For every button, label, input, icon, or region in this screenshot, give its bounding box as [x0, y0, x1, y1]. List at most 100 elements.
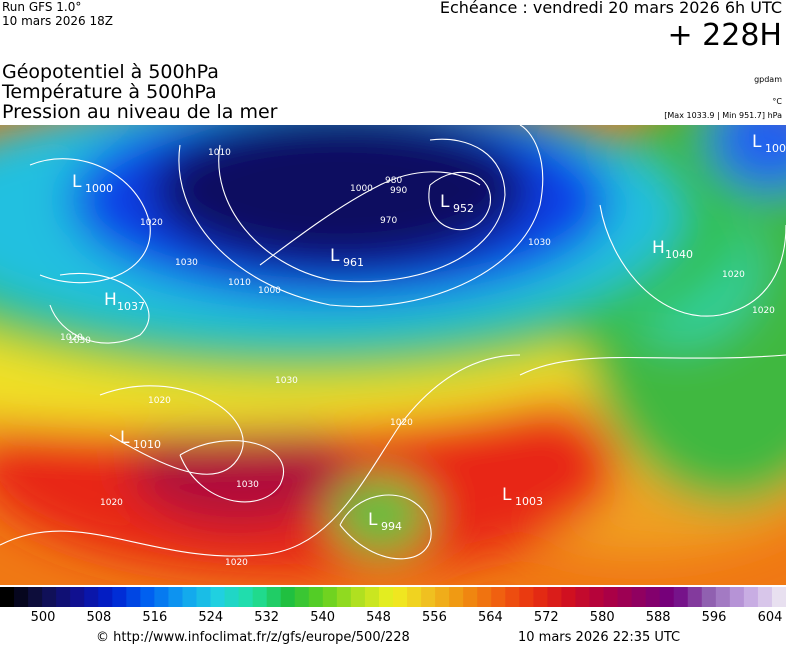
color-swatch	[771, 587, 786, 607]
isobar-label: 1000	[258, 286, 281, 296]
color-swatch	[56, 587, 71, 607]
color-scale-labels: 500 508 516 524 532 540 548 556 564 572 580 588 596 6…	[0, 610, 786, 628]
color-swatch	[98, 587, 113, 607]
isobar-label: 1020	[60, 333, 83, 343]
color-swatch	[617, 587, 633, 607]
color-scale-label: 500	[30, 610, 56, 625]
color-swatch	[757, 587, 773, 607]
color-scale-label: 548	[366, 610, 391, 625]
color-swatch	[196, 587, 212, 607]
center-letter: H	[104, 290, 117, 310]
color-swatch	[294, 587, 310, 607]
isobar-label: 1030	[528, 238, 551, 248]
isobar-label: 1030	[175, 258, 198, 268]
color-swatch	[715, 587, 731, 607]
center-value: 1040	[665, 248, 693, 261]
color-swatch	[407, 587, 422, 607]
generated-time: 10 mars 2026 22:35 UTC	[518, 630, 681, 645]
isobar-label: 990	[390, 186, 407, 196]
isobar-label: 1020	[722, 270, 745, 280]
isobar-label: 1020	[390, 418, 413, 428]
color-scale	[0, 587, 786, 607]
isobar-label: 1030	[68, 336, 91, 346]
color-swatch	[519, 587, 534, 607]
color-swatch	[280, 587, 296, 607]
color-swatch	[701, 587, 717, 607]
color-swatch	[743, 587, 759, 607]
center-letter: H	[652, 238, 665, 258]
title: Pression au niveau de la mer	[2, 101, 278, 123]
isobar-label: 980	[385, 176, 402, 186]
color-swatch	[14, 587, 29, 607]
color-swatch	[336, 587, 352, 607]
color-swatch	[547, 587, 562, 607]
color-scale-label: 540	[310, 610, 336, 625]
color-swatch	[463, 587, 478, 607]
color-swatch	[70, 587, 85, 607]
title: Géopotentiel à 500hPa	[2, 61, 219, 83]
color-swatch	[561, 587, 576, 607]
valid-time: Echéance : vendredi 20 mars 2026 6h UTC	[439, 0, 782, 17]
lead-time: + 228H	[667, 18, 783, 53]
isobar-label: 1020	[148, 396, 171, 406]
color-scale-label: 580	[589, 610, 615, 625]
color-scale-label: 572	[533, 610, 559, 625]
color-scale-label: 556	[422, 610, 447, 625]
isobar-label: 1030	[275, 376, 298, 386]
color-swatch	[350, 587, 366, 607]
title: Température à 500hPa	[2, 81, 217, 103]
color-swatch	[378, 587, 394, 607]
color-swatch	[0, 587, 15, 607]
center-letter: L	[440, 192, 450, 212]
color-swatch	[687, 587, 703, 607]
source: © http://www.infoclimat.fr/z/gfs/europe/…	[96, 630, 410, 645]
unit: [Max 1033.9 | Min 951.7] hPa	[664, 111, 782, 120]
center-value: 994	[381, 520, 402, 533]
color-swatch	[266, 587, 282, 607]
color-scale-label: 588	[645, 610, 671, 625]
isobar-label: 1030	[236, 480, 259, 490]
color-scale-label: 604	[757, 610, 783, 625]
isobar-label: 970	[380, 216, 397, 226]
color-swatch	[154, 587, 169, 607]
isobars	[0, 125, 786, 560]
color-scale-label: 564	[477, 610, 503, 625]
color-swatch	[112, 587, 127, 607]
center-letter: L	[120, 428, 130, 448]
center-value: 1003	[515, 495, 543, 508]
isobar-label: 1020	[225, 558, 248, 568]
color-scale-label: 524	[198, 610, 224, 625]
center-value: 1000	[85, 182, 113, 195]
color-swatch	[533, 587, 548, 607]
center-letter: L	[502, 485, 512, 505]
color-swatch	[364, 587, 380, 607]
color-swatch	[589, 587, 605, 607]
color-swatch	[393, 587, 408, 607]
center-letter: L	[330, 246, 340, 266]
color-scale-label: 508	[86, 610, 112, 625]
color-swatch	[308, 587, 324, 607]
isobar-label: 1010	[228, 278, 251, 288]
color-swatch	[42, 587, 57, 607]
color-swatch	[238, 587, 254, 607]
color-swatch	[435, 587, 450, 607]
run: Run GFS 1.0°	[2, 0, 82, 14]
isobar-label: 1020	[752, 306, 775, 316]
center-value: 952	[453, 202, 474, 215]
color-swatch	[659, 587, 675, 607]
color-swatch	[673, 587, 689, 607]
color-scale-label: 532	[254, 610, 280, 625]
unit: gpdam	[754, 75, 782, 84]
color-swatch	[140, 587, 155, 607]
center-value: 1010	[133, 438, 161, 451]
center-value: 1037	[117, 300, 145, 313]
color-swatch	[603, 587, 619, 607]
color-scale-label: 516	[142, 610, 168, 625]
center-value: 100	[765, 142, 786, 155]
color-scale-label: 596	[701, 610, 727, 625]
color-swatch	[28, 587, 43, 607]
color-swatch	[126, 587, 141, 607]
color-swatch	[224, 587, 240, 607]
